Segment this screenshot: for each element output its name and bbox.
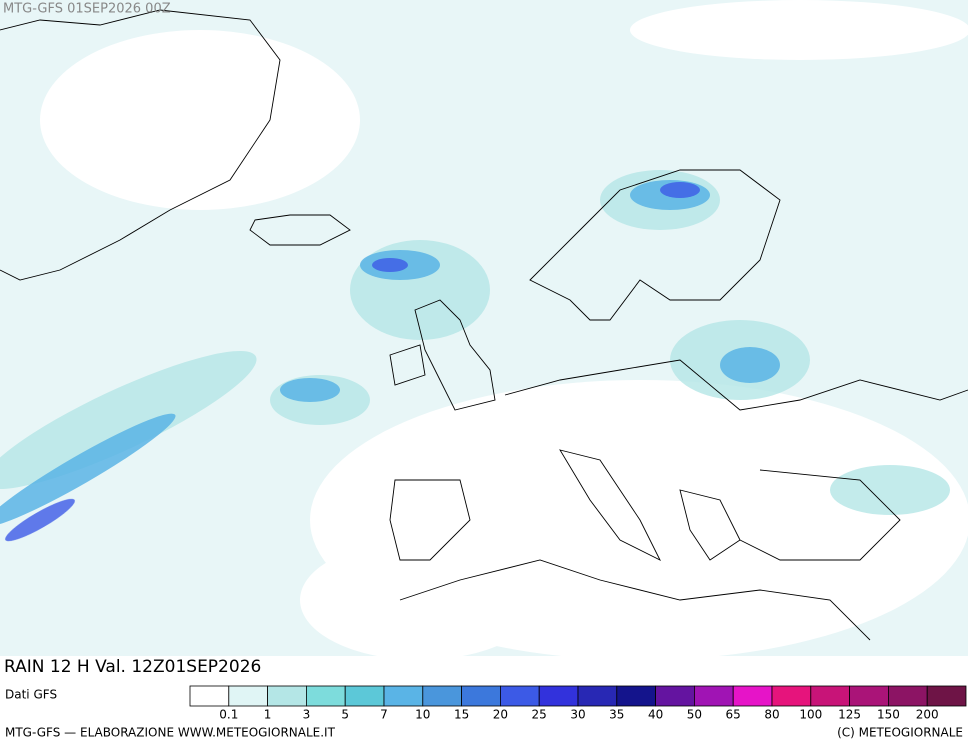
scale-label: 35 — [609, 708, 624, 722]
scale-swatch — [383, 685, 424, 707]
scale-label: 100 — [799, 708, 822, 722]
scale-swatch — [771, 685, 812, 707]
scale-label: 150 — [877, 708, 900, 722]
scale-swatch — [267, 685, 307, 707]
footer-left: MTG-GFS — ELABORAZIONE WWW.METEOGIORNALE… — [5, 726, 336, 740]
scale-label: 25 — [532, 708, 547, 722]
scale-swatch — [344, 685, 385, 707]
scale-label: 65 — [726, 708, 741, 722]
scale-label: 0.1 — [219, 708, 238, 722]
scale-label: 200 — [916, 708, 939, 722]
scale-swatch — [305, 685, 346, 707]
scale-label: 40 — [648, 708, 663, 722]
footer-right: (C) METEOGIORNALE — [837, 726, 963, 740]
scale-swatch — [732, 685, 773, 707]
scale-swatch — [228, 685, 269, 707]
scale-swatch — [422, 685, 462, 707]
scale-label: 10 — [415, 708, 430, 722]
coastlines — [0, 9, 968, 641]
scale-label: 3 — [303, 708, 311, 722]
rain-heavy — [5, 182, 700, 542]
scale-label: 50 — [687, 708, 702, 722]
field-label: RAIN 12 H Val. 12Z01SEP2026 — [4, 657, 261, 677]
dry-areas — [40, 0, 968, 660]
scale-label: 5 — [341, 708, 349, 722]
scale-label: 80 — [764, 708, 779, 722]
color-scale: 0.1 1 3 5 7 10 15 20 25 30 35 40 50 65 80 100 125 150 200 — [189, 685, 967, 722]
scale-swatch — [577, 685, 618, 707]
scale-swatch — [888, 685, 928, 707]
scale-swatch — [694, 685, 734, 707]
scale-label: 1 — [264, 708, 272, 722]
map — [0, 0, 968, 660]
scale-swatch — [849, 685, 889, 707]
scale-swatch — [189, 685, 230, 707]
scale-swatch — [810, 685, 850, 707]
scale-label: 15 — [454, 708, 469, 722]
source-label: Dati GFS — [5, 688, 57, 702]
scale-swatch — [655, 685, 695, 707]
scale-label: 30 — [570, 708, 585, 722]
scale-swatch — [616, 685, 656, 707]
scale-label: 125 — [838, 708, 861, 722]
scale-label: 20 — [493, 708, 508, 722]
scale-swatch — [926, 685, 967, 707]
scale-swatch — [538, 685, 579, 707]
scale-swatch — [461, 685, 501, 707]
scale-swatch — [499, 685, 540, 707]
scale-label: 7 — [380, 708, 388, 722]
map-title: MTG-GFS 01SEP2026 00Z — [3, 2, 171, 17]
